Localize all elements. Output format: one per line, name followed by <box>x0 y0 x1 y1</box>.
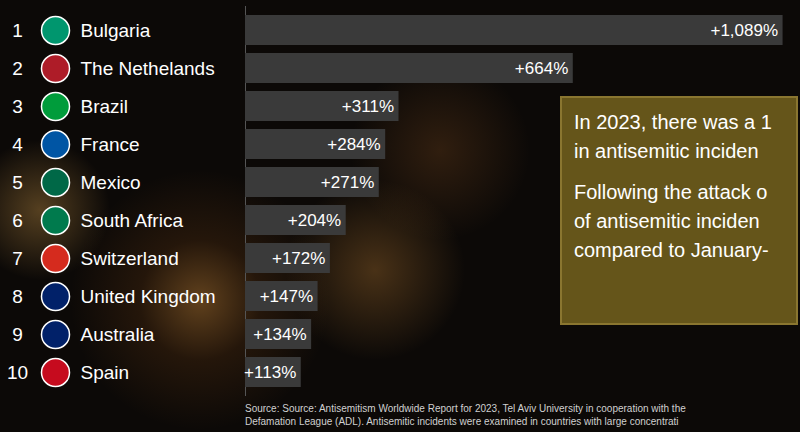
svg-text:Switzerland: Switzerland <box>81 248 179 269</box>
html-text:compared to January-: compared to January- <box>574 239 769 261</box>
html-text:Source: Source: Antisemitism W: Source: Source: Antisemitism Worldwide R… <box>245 403 686 414</box>
html-text:Following the attack o: Following the attack o <box>574 181 768 203</box>
html-text:of antisemitic inciden: of antisemitic inciden <box>574 210 760 232</box>
svg-text:+204%: +204% <box>288 211 341 230</box>
svg-text:9: 9 <box>12 324 23 345</box>
svg-text:3: 3 <box>12 96 23 117</box>
svg-text:Bulgaria: Bulgaria <box>81 20 151 41</box>
svg-text:4: 4 <box>12 134 23 155</box>
svg-text:Spain: Spain <box>81 362 130 383</box>
svg-text:+284%: +284% <box>327 135 380 154</box>
svg-text:+1,089%: +1,089% <box>710 21 778 40</box>
svg-text:+311%: +311% <box>342 97 394 116</box>
html-text:Defamation League (ADL). Antis: Defamation League (ADL). Antisemitic inc… <box>245 416 679 427</box>
svg-text:6: 6 <box>12 210 23 231</box>
svg-text:+664%: +664% <box>515 59 568 78</box>
svg-text:+271%: +271% <box>321 173 374 192</box>
svg-text:Mexico: Mexico <box>81 172 141 193</box>
svg-text:+113%: +113% <box>244 363 296 382</box>
svg-text:7: 7 <box>12 248 23 269</box>
svg-text:5: 5 <box>12 172 23 193</box>
html-text:in antisemitic inciden: in antisemitic inciden <box>574 140 759 162</box>
html-text:In 2023, there was a 1: In 2023, there was a 1 <box>574 111 772 133</box>
svg-text:United Kingdom: United Kingdom <box>81 286 216 307</box>
svg-text:10: 10 <box>7 362 28 383</box>
svg-text:France: France <box>81 134 140 155</box>
svg-text:Australia: Australia <box>81 324 155 345</box>
svg-text:+172%: +172% <box>272 249 325 268</box>
svg-text:+147%: +147% <box>260 287 313 306</box>
svg-text:South Africa: South Africa <box>81 210 184 231</box>
svg-text:The Nethelands: The Nethelands <box>81 58 215 79</box>
svg-text:Brazil: Brazil <box>81 96 129 117</box>
svg-text:1: 1 <box>12 20 23 41</box>
svg-text:2: 2 <box>12 58 23 79</box>
svg-text:+134%: +134% <box>253 325 306 344</box>
svg-text:8: 8 <box>12 286 23 307</box>
